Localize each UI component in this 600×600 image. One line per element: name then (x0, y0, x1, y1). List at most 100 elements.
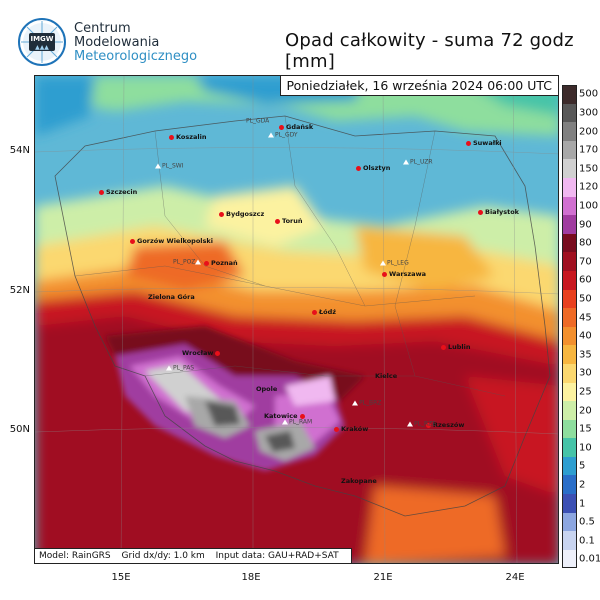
color-scale-cell (562, 475, 577, 495)
lon-label: 18E (241, 572, 261, 583)
lon-label: 15E (111, 572, 131, 583)
city-label: Zielona Góra (148, 293, 195, 301)
brand-line-2: Modelowania (74, 35, 160, 50)
color-scale-cell (562, 103, 577, 123)
color-scale-label: 35 (579, 349, 592, 361)
station-marker-icon (155, 163, 161, 169)
city-marker-icon (356, 165, 361, 171)
color-scale-label: 0.5 (579, 516, 595, 528)
color-scale-cell (562, 326, 577, 346)
station-label: PL_RAM (282, 419, 312, 426)
station-label: PL_SWI (155, 163, 183, 170)
color-scale-label: 1 (579, 498, 586, 509)
color-scale-label: 500 (579, 88, 599, 100)
city-marker-icon (466, 140, 471, 146)
color-scale-label: 20 (579, 405, 592, 416)
brand-name: Centrum Modelowania Meteorologicznego (74, 22, 197, 64)
date-label: Poniedziałek, 16 września 2024 06:00 UTC (279, 76, 558, 96)
color-scale-label: 15 (579, 423, 592, 435)
city-label: Gorzów Wielkopolski (130, 237, 213, 245)
color-scale-cell (562, 363, 577, 383)
city-label: Łódź (312, 308, 336, 316)
color-scale-cell (562, 196, 577, 216)
station-label: PL_BRZ (352, 400, 381, 407)
input-data: Input data: GAU+RAD+SAT (215, 551, 339, 561)
color-scale-label: 170 (579, 144, 599, 156)
color-scale-label: 90 (579, 219, 592, 230)
color-scale-cell (562, 531, 577, 550)
city-label: Suwałki (466, 139, 502, 147)
color-scale-cell (562, 159, 577, 178)
lon-label: 24E (505, 572, 525, 583)
color-scale-cell (562, 270, 577, 290)
station-label: PL_RZE (407, 421, 436, 428)
lat-label: 54N (9, 145, 30, 156)
color-scale-label: 300 (579, 107, 599, 119)
city-label: Opole (256, 385, 278, 393)
brand-line-3: Meteorologicznego (74, 49, 198, 64)
color-scale-cell (562, 215, 577, 234)
station-marker-icon (166, 365, 172, 371)
color-scale-label: 30 (579, 367, 592, 379)
color-scale-cell (562, 85, 577, 104)
station-label: PL_GDY (268, 132, 298, 139)
color-scale (562, 85, 577, 569)
station-marker-icon (282, 419, 288, 425)
color-scale-cell (562, 140, 577, 160)
city-label: Poznań (204, 259, 238, 267)
city-label: Kielce (375, 372, 398, 380)
color-scale-label: 150 (579, 163, 599, 175)
color-scale-label: 120 (579, 181, 599, 193)
city-label: Gdańsk (279, 123, 313, 131)
station-label: PL_PAS (166, 365, 194, 372)
lat-label: 52N (9, 285, 30, 296)
color-scale-cell (562, 494, 577, 513)
station-label: PL_LEG (380, 260, 409, 267)
station-marker-icon (268, 132, 274, 138)
station-label: PL_GDA (246, 117, 270, 125)
brand-line-1: Centrum (74, 21, 131, 36)
color-scale-cell (562, 345, 577, 364)
color-scale-label: 60 (579, 274, 592, 286)
station-label: PL_POZ (173, 259, 202, 266)
map-title: Opad całkowity - suma 72 godz [mm] (285, 30, 574, 72)
imgw-logo: IMGW ▲▲▲ (18, 18, 66, 66)
color-scale-cell (562, 382, 577, 402)
city-label: Białystok (478, 208, 519, 216)
color-scale-label: 50 (579, 293, 592, 305)
city-label: Koszalin (169, 133, 207, 141)
city-marker-icon (299, 413, 305, 419)
station-marker-icon (352, 400, 358, 406)
city-marker-icon (441, 344, 446, 350)
station-marker-icon (195, 259, 202, 265)
lon-label: 21E (373, 572, 393, 583)
color-scale-cell (562, 456, 577, 476)
color-scale-label: 200 (579, 126, 599, 137)
city-label: Olsztyn (356, 164, 390, 172)
city-marker-icon (169, 134, 174, 140)
city-label: Warszawa (382, 270, 426, 278)
color-scale-label: 45 (579, 312, 592, 323)
color-scale-label: 40 (579, 330, 592, 342)
grid-size: Grid dx/dy: 1.0 km (121, 551, 205, 561)
color-scale-cell (562, 252, 577, 271)
city-marker-icon (275, 218, 280, 224)
color-scale-label: 0.1 (579, 535, 595, 547)
city-marker-icon (279, 124, 284, 130)
city-marker-icon (215, 350, 221, 356)
color-scale-label: 70 (579, 256, 592, 268)
city-marker-icon (382, 271, 387, 277)
city-label: Szczecin (99, 188, 137, 196)
lat-label: 50N (9, 424, 30, 435)
station-marker-icon (407, 421, 413, 427)
station-label: PL_UZR (403, 159, 433, 166)
city-marker-icon (219, 211, 224, 217)
model-info: Model: RainGRS Grid dx/dy: 1.0 km Input … (35, 548, 352, 563)
color-scale-label: 25 (579, 386, 592, 398)
svg-text:▲▲▲: ▲▲▲ (35, 44, 49, 51)
color-scale-label: 5 (579, 460, 586, 472)
color-scale-label: 2 (579, 479, 586, 491)
color-scale-cell (562, 549, 577, 569)
station-marker-icon (380, 260, 386, 266)
precipitation-map: Koszalin Gdańsk Suwałki Olsztyn Szczecin… (34, 75, 559, 564)
